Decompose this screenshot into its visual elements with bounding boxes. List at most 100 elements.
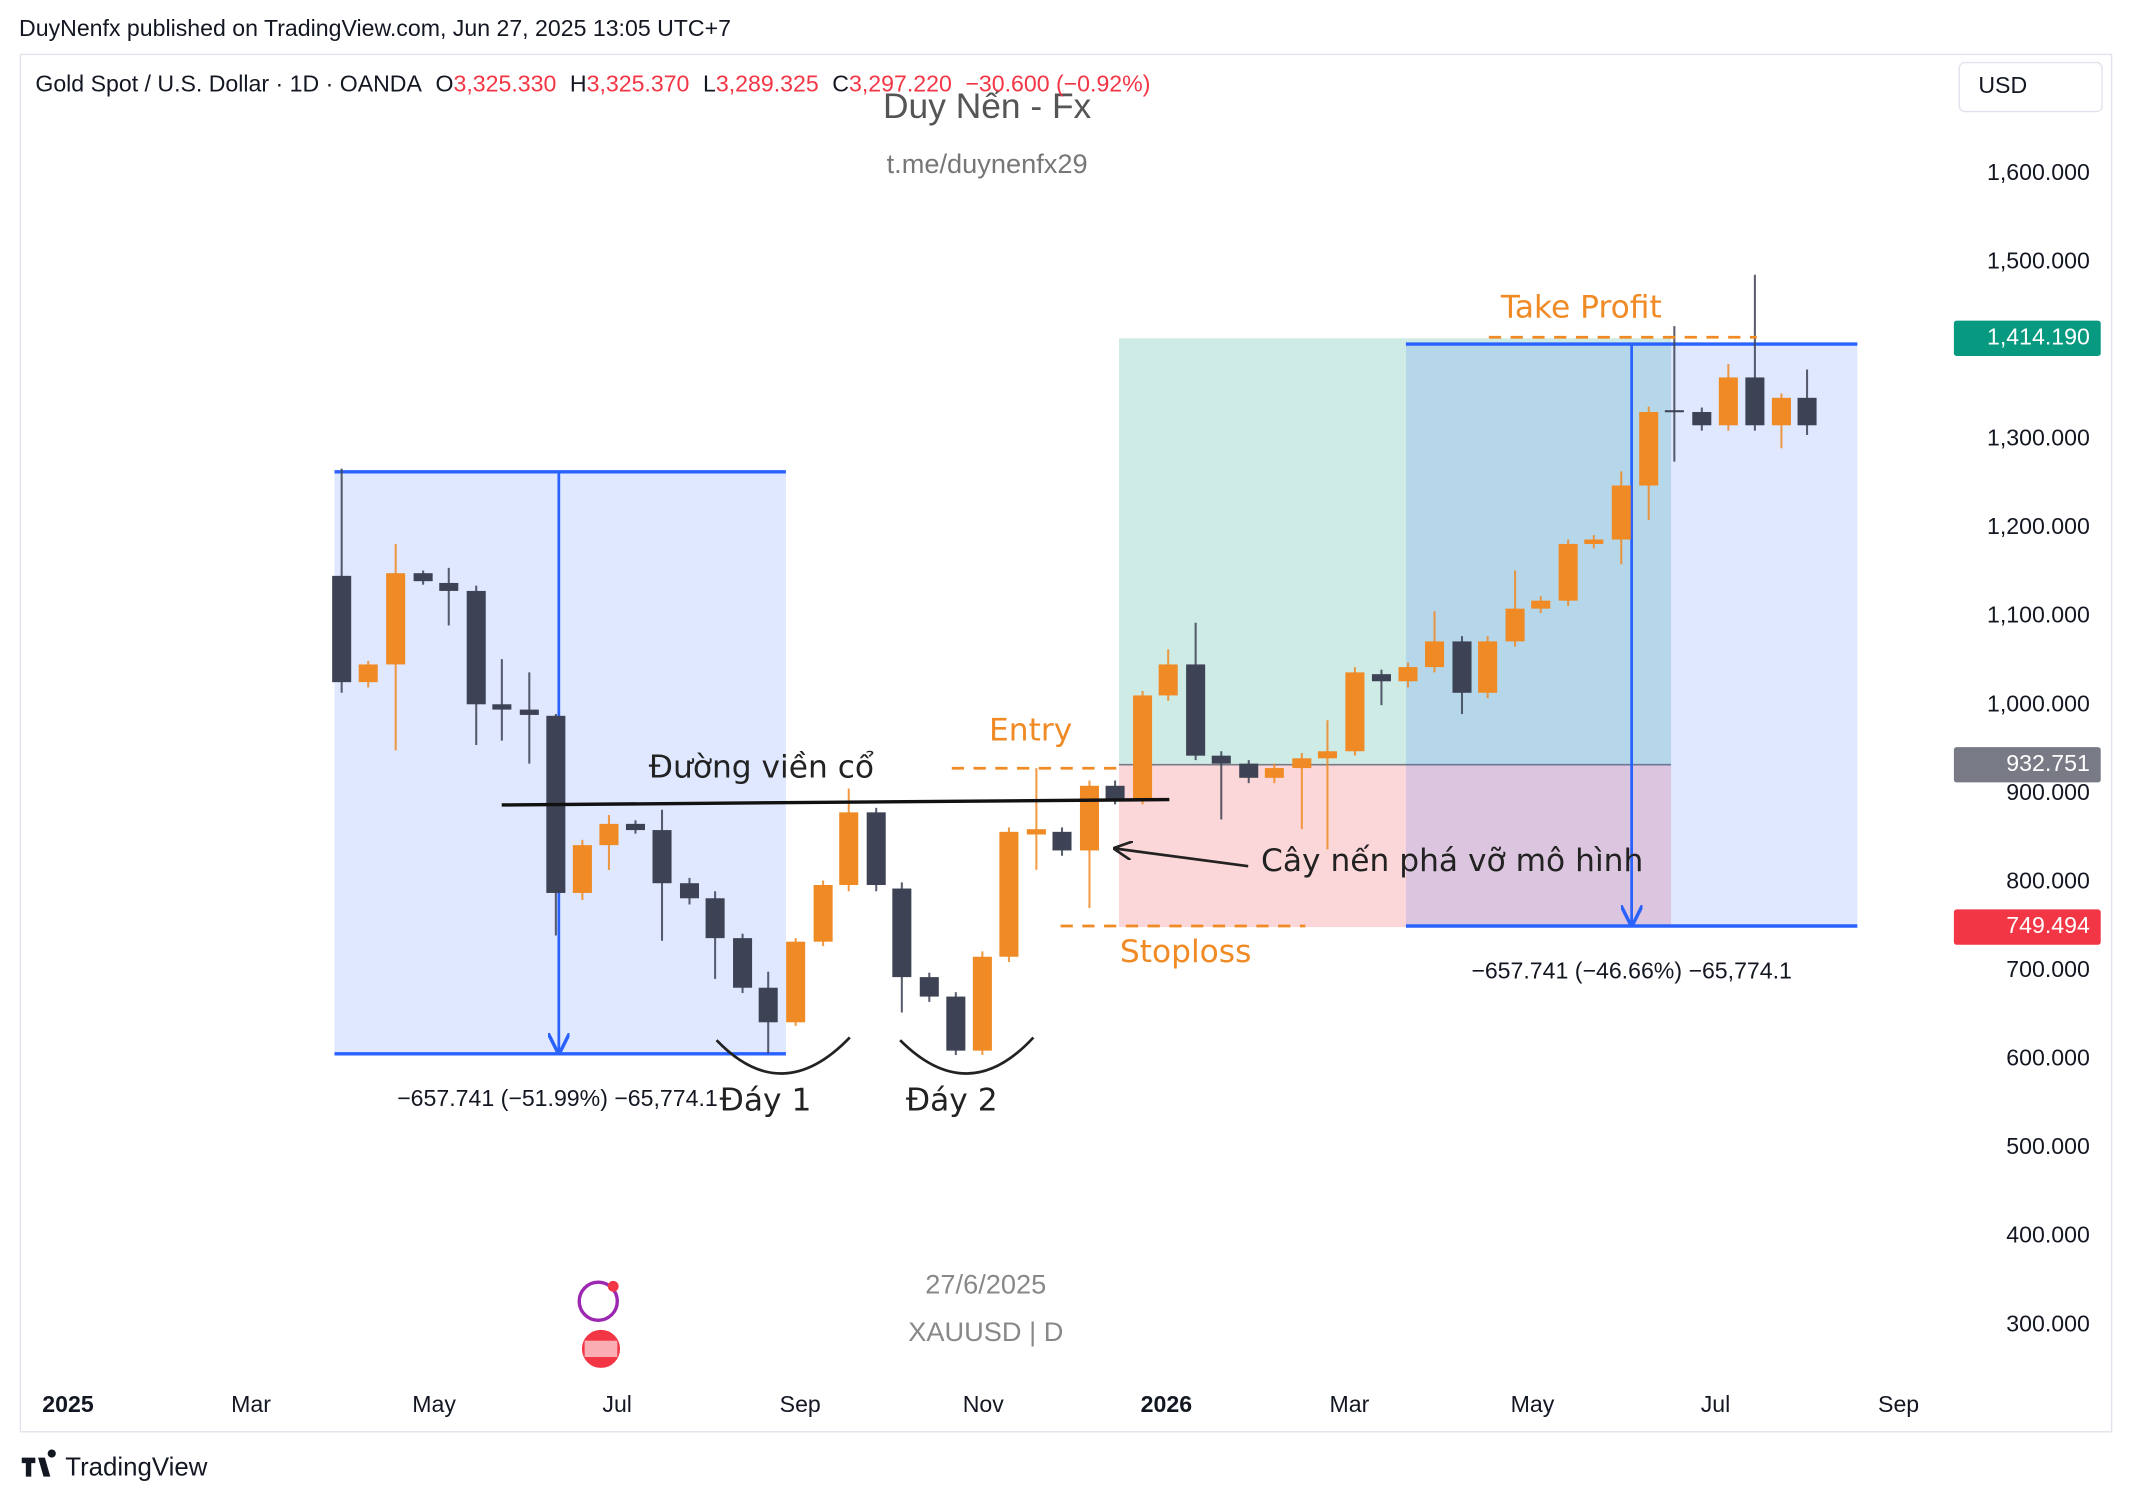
candle-body — [999, 831, 1019, 957]
ohlc-value: 3,289.325 — [716, 71, 819, 97]
candle-body — [1745, 377, 1765, 426]
candle-body — [1292, 758, 1312, 769]
candle-body — [839, 812, 859, 885]
x-tick-label: Mar — [1330, 1391, 1370, 1417]
y-tick-label: 1,500.000 — [1987, 247, 2090, 273]
candle-body — [1611, 485, 1631, 540]
candle-body — [519, 709, 539, 715]
symbol-line: Gold Spot / U.S. Dollar · 1D · OANDA O3,3… — [35, 71, 1150, 97]
watermark-date: 27/6/2025 — [925, 1268, 1046, 1299]
candle-body — [413, 573, 433, 582]
measure-text: −657.741 (−46.66%) −65,774.1 — [1471, 957, 1792, 983]
candle-body — [1052, 831, 1072, 851]
candle-body — [572, 845, 592, 893]
neckline-label: Đường viền cổ — [649, 748, 874, 785]
candle-body — [1158, 664, 1178, 696]
candle-body — [1345, 672, 1365, 752]
y-tick-label: 800.000 — [2006, 867, 2090, 893]
candle-body — [972, 956, 992, 1051]
bottom-arc — [899, 1036, 1035, 1075]
bottom-arc — [715, 1036, 851, 1075]
ohlc-key: L — [703, 71, 716, 97]
ohlc-value: 3,297.220 — [849, 71, 952, 97]
x-tick-label: Mar — [231, 1391, 271, 1417]
currency-button[interactable] — [1958, 61, 2103, 113]
candle-body — [1425, 641, 1445, 668]
ohlc-value: 3,325.330 — [453, 71, 556, 97]
candle-body — [1664, 410, 1684, 413]
y-tick-label: 1,000.000 — [1987, 690, 2090, 716]
price-label: 749.494 — [2006, 912, 2090, 938]
candle-body — [1478, 641, 1498, 693]
candle-body — [1133, 695, 1153, 800]
watermark-link: t.me/duynenfx29 — [887, 148, 1088, 179]
currency: USD — [1978, 72, 2027, 98]
candle-body — [599, 823, 619, 846]
take-profit-label: Take Profit — [1500, 290, 1662, 326]
watermark-symbol: XAUUSD | D — [908, 1316, 1063, 1347]
candle-body — [1505, 608, 1525, 642]
price-label-box — [1953, 320, 2101, 356]
x-tick-label: Jul — [1701, 1391, 1731, 1417]
ohlc-key: C — [832, 71, 849, 97]
candle-body — [1026, 829, 1046, 835]
candle-body — [813, 884, 833, 942]
candle-body — [1398, 667, 1418, 682]
y-tick-label: 300.000 — [2006, 1310, 2090, 1336]
stoploss-label: Stoploss — [1120, 934, 1251, 970]
y-tick-label: 600.000 — [2006, 1045, 2090, 1071]
x-tick-label: Nov — [963, 1391, 1005, 1417]
price-label-box — [1953, 747, 2101, 783]
loss-zone — [1119, 764, 1672, 928]
x-tick-label: May — [1511, 1391, 1555, 1417]
candle-body — [1797, 397, 1817, 426]
y-tick-label: 700.000 — [2006, 956, 2090, 982]
brand: TradingView — [65, 1453, 207, 1481]
candle-body — [1531, 600, 1551, 609]
candle-body — [866, 812, 886, 885]
candle-body — [652, 830, 672, 884]
y-tick-label: 500.000 — [2006, 1133, 2090, 1159]
change: −30.600 (−0.92%) — [965, 71, 1150, 97]
candle-body — [1186, 664, 1206, 756]
candle-body — [332, 575, 352, 683]
candle-body — [705, 898, 725, 939]
candle-body — [946, 996, 966, 1051]
y-tick-label: 1,200.000 — [1987, 513, 2090, 539]
ohlc-key: H — [570, 71, 587, 97]
candle-body — [1771, 397, 1791, 426]
candle-body — [492, 704, 512, 710]
profit-zone — [1119, 338, 1672, 765]
event-dot — [607, 1280, 619, 1292]
chart-frame — [19, 53, 2113, 1433]
candle-body — [1718, 377, 1738, 426]
y-tick-label: 400.000 — [2006, 1222, 2090, 1248]
x-tick-label: Sep — [780, 1391, 821, 1417]
candle-body — [1558, 543, 1578, 601]
flag-stripe — [584, 1340, 618, 1358]
candle-body — [1317, 751, 1337, 759]
candle-body — [758, 987, 778, 1023]
candle-body — [358, 664, 378, 683]
price-label: 1,414.190 — [1987, 323, 2090, 349]
event-icon[interactable] — [577, 1280, 620, 1323]
candle-body — [892, 888, 912, 978]
price-label-box — [1953, 909, 2101, 945]
logo — [21, 1449, 56, 1477]
candle-body — [1211, 755, 1231, 764]
y-tick-label: 900.000 — [2006, 779, 2090, 805]
candle-body — [386, 573, 406, 665]
published-line: DuyNenfx published on TradingView.com, J… — [19, 15, 731, 41]
candle-body — [1584, 539, 1604, 544]
x-tick-label: Sep — [1878, 1391, 1919, 1417]
candle-body — [919, 977, 939, 997]
entry-label: Entry — [989, 713, 1072, 749]
x-tick-label: May — [412, 1391, 456, 1417]
candle-body — [733, 938, 753, 988]
breakout-label: Cây nến phá vỡ mô hình — [1261, 843, 1643, 879]
candle-body — [466, 590, 486, 705]
candle-body — [1105, 785, 1125, 800]
watermark-title: Duy Nến - Fx — [883, 87, 1092, 126]
